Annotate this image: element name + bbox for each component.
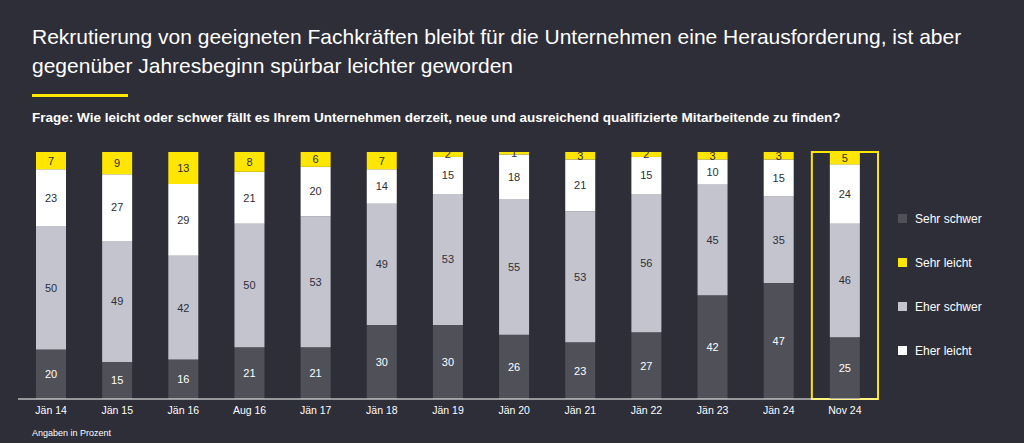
svg-text:14: 14 — [376, 180, 388, 192]
svg-text:Jän 18: Jän 18 — [366, 404, 398, 416]
svg-text:23: 23 — [574, 365, 586, 377]
svg-text:24: 24 — [839, 188, 851, 200]
svg-text:15: 15 — [111, 374, 123, 386]
svg-text:Jän 23: Jän 23 — [697, 404, 729, 416]
svg-text:3: 3 — [709, 150, 715, 162]
svg-text:7: 7 — [48, 155, 54, 167]
svg-text:21: 21 — [309, 367, 321, 379]
svg-text:49: 49 — [111, 295, 123, 307]
svg-text:Jän 16: Jän 16 — [168, 404, 200, 416]
svg-text:26: 26 — [508, 361, 520, 373]
svg-text:47: 47 — [773, 335, 785, 347]
svg-text:21: 21 — [243, 192, 255, 204]
svg-text:18: 18 — [508, 171, 520, 183]
svg-text:53: 53 — [442, 253, 454, 265]
svg-text:53: 53 — [574, 271, 586, 283]
svg-text:15: 15 — [442, 169, 454, 181]
svg-text:55: 55 — [508, 261, 520, 273]
svg-text:Nov 24: Nov 24 — [828, 404, 861, 416]
svg-text:15: 15 — [773, 172, 785, 184]
svg-text:2: 2 — [445, 148, 451, 160]
svg-text:20: 20 — [45, 368, 57, 380]
svg-text:Jän 24: Jän 24 — [763, 404, 795, 416]
svg-text:30: 30 — [442, 356, 454, 368]
svg-text:16: 16 — [177, 373, 189, 385]
html-text:Sehr schwer: Sehr schwer — [915, 211, 982, 226]
svg-text:Jän 21: Jän 21 — [565, 404, 597, 416]
svg-text:15: 15 — [640, 169, 652, 181]
svg-text:3: 3 — [776, 150, 782, 162]
html-text:Eher schwer: Eher schwer — [915, 299, 982, 314]
svg-text:29: 29 — [177, 214, 189, 226]
svg-text:21: 21 — [574, 179, 586, 191]
svg-text:Jän 20: Jän 20 — [498, 404, 530, 416]
svg-text:13: 13 — [177, 162, 189, 174]
svg-text:27: 27 — [111, 201, 123, 213]
svg-text:56: 56 — [640, 257, 652, 269]
svg-text:8: 8 — [246, 156, 252, 168]
html-text:Rekrutierung von geeigneten Fa: Rekrutierung von geeigneten Fachkräften … — [32, 25, 962, 77]
svg-text:21: 21 — [243, 367, 255, 379]
svg-text:27: 27 — [640, 360, 652, 372]
svg-text:Jän 15: Jän 15 — [101, 404, 133, 416]
svg-text:Jän 17: Jän 17 — [300, 404, 332, 416]
svg-text:45: 45 — [706, 234, 718, 246]
svg-text:Jän 22: Jän 22 — [631, 404, 663, 416]
svg-text:1: 1 — [511, 147, 517, 159]
svg-text:10: 10 — [706, 166, 718, 178]
svg-text:35: 35 — [773, 234, 785, 246]
svg-text:42: 42 — [706, 341, 718, 353]
html-text:Frage: Wie leicht oder schwer: Frage: Wie leicht oder schwer fällt es I… — [32, 110, 841, 125]
html-text:Angaben in Prozent: Angaben in Prozent — [32, 428, 112, 438]
svg-text:7: 7 — [379, 155, 385, 167]
svg-text:3: 3 — [577, 150, 583, 162]
svg-text:23: 23 — [45, 192, 57, 204]
svg-text:20: 20 — [309, 185, 321, 197]
svg-text:42: 42 — [177, 302, 189, 314]
svg-text:30: 30 — [376, 356, 388, 368]
svg-text:53: 53 — [309, 276, 321, 288]
html-text:Eher leicht: Eher leicht — [915, 343, 972, 358]
svg-text:25: 25 — [839, 362, 851, 374]
svg-text:49: 49 — [376, 258, 388, 270]
svg-text:50: 50 — [45, 282, 57, 294]
svg-text:50: 50 — [243, 279, 255, 291]
svg-text:Jän 19: Jän 19 — [432, 404, 464, 416]
svg-text:46: 46 — [839, 274, 851, 286]
svg-text:6: 6 — [313, 153, 319, 165]
svg-text:Jän 14: Jän 14 — [35, 404, 67, 416]
svg-text:2: 2 — [643, 148, 649, 160]
svg-text:5: 5 — [842, 152, 848, 164]
html-text:Sehr leicht: Sehr leicht — [915, 255, 972, 270]
svg-text:9: 9 — [114, 157, 120, 169]
svg-text:Aug 16: Aug 16 — [233, 404, 266, 416]
